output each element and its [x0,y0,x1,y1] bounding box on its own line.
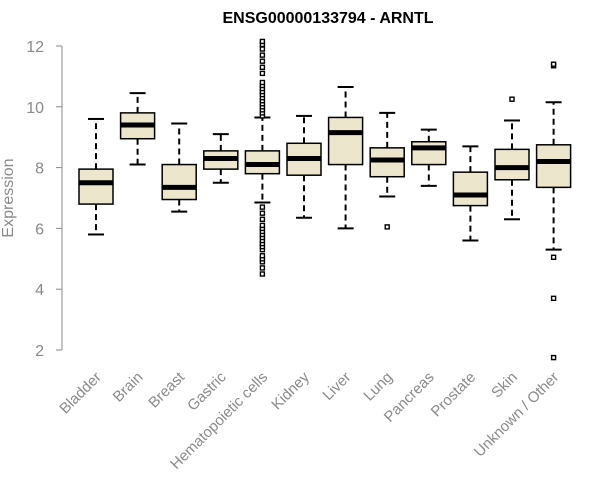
iqr-box [535,144,572,189]
y-tick-label: 10 [26,100,44,117]
outlier-point [259,64,266,70]
box-group [411,128,447,187]
iqr-box [327,116,364,166]
outlier-point [550,295,557,302]
outlier-point [550,254,557,260]
box-group [535,61,572,361]
outlier-point [259,222,266,229]
box-group [244,38,281,277]
outlier-point [550,354,557,361]
box-group [119,92,156,166]
y-tick-label: 2 [35,343,44,360]
iqr-box [161,163,197,201]
x-tick-label: Brain [110,369,147,406]
box-group [327,86,364,230]
y-axis-title: Expression [0,158,17,237]
outlier-point [259,210,266,216]
box-group [161,122,197,213]
y-tick-label: 4 [35,282,44,299]
box-group [286,114,322,219]
iqr-box [411,141,447,166]
x-tick-label: Bladder [56,369,105,418]
iqr-box [78,168,114,205]
x-tick-label: Prostate [428,369,480,421]
box-group [452,145,489,242]
outlier-point [509,96,515,102]
x-tick-label: Breast [145,368,188,411]
outlier-point [259,46,266,52]
outlier-point [259,204,266,210]
iqr-box [452,171,489,207]
y-tick-label: 8 [35,161,44,178]
y-axis: 2 4 6 8 10 12 [26,39,63,360]
outlier-point [259,216,266,222]
outlier-point [259,70,266,77]
box-group [203,133,239,184]
box-group [369,111,405,230]
box-series [78,38,572,361]
x-tick-label: Kidney [268,368,313,413]
outlier-point [259,253,266,259]
iqr-box [494,148,530,181]
x-tick-label: Lung [360,369,396,405]
outlier-point [259,79,266,86]
outlier-point [259,38,266,45]
outlier-point [259,265,266,271]
box-group [78,117,114,236]
x-tick-label: Skin [488,369,521,402]
chart-title: ENSG00000133794 - ARNTL [222,10,433,27]
outlier-point [384,224,390,230]
box-group [494,96,530,221]
outlier-point [259,52,266,58]
x-tick-label: Liver [319,369,354,404]
outlier-point [259,271,266,277]
outlier-point [259,58,266,64]
y-tick-label: 6 [35,221,44,238]
outlier-point [550,61,557,67]
y-tick-label: 12 [26,39,44,56]
